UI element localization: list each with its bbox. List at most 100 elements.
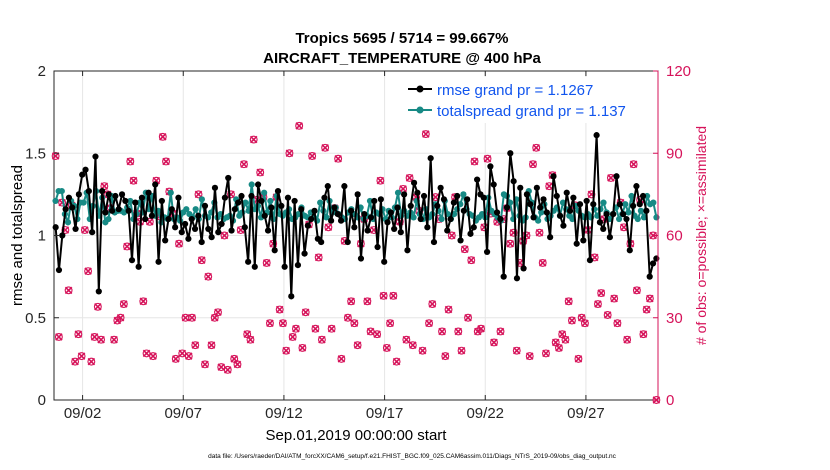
rmse-point: [467, 230, 474, 237]
obs-assimilated-point: [428, 300, 437, 308]
obs-possible-point: [298, 343, 307, 352]
rmse-point: [334, 211, 341, 218]
obs-possible-point: [376, 176, 385, 185]
obs-possible-point: [93, 302, 102, 311]
obs-possible-point: [477, 324, 485, 333]
rmse-point: [231, 206, 238, 213]
obs-assimilated-point: [532, 144, 540, 152]
rmse-point: [221, 194, 229, 201]
obs-possible-point: [405, 173, 414, 182]
rmse-point: [324, 183, 331, 190]
obs-possible-point: [265, 319, 274, 328]
obs-possible-point: [282, 346, 291, 355]
rmse-point: [99, 187, 106, 195]
obs-assimilated-point: [285, 149, 294, 158]
rmse-point: [410, 179, 418, 186]
rmse-point: [357, 255, 365, 262]
obs-assimilated-point: [483, 154, 492, 163]
rmse-point: [543, 209, 550, 216]
obs-possible-point: [129, 176, 138, 185]
rmse-point: [566, 207, 574, 214]
obs-possible-point: [317, 335, 326, 344]
y-right-tick-label: 0: [666, 392, 674, 409]
rmse-point: [520, 265, 527, 272]
rmse-point: [437, 184, 444, 191]
obs-assimilated-point: [363, 297, 372, 306]
x-tick-label: 09/27: [567, 405, 605, 422]
obs-assimilated-point: [139, 297, 148, 306]
rmse-point: [354, 191, 361, 198]
rmse-point: [245, 258, 252, 265]
rmse-point: [52, 224, 59, 231]
rmse-point: [550, 173, 557, 180]
totalspread-point: [80, 199, 87, 206]
totalspread-point: [261, 189, 268, 196]
obs-possible-point: [392, 357, 401, 366]
rmse-point: [653, 255, 660, 262]
obs-possible-point: [220, 231, 229, 240]
totalspread-point: [242, 199, 249, 206]
totalspread-point: [105, 215, 112, 223]
obs-assimilated-point: [71, 357, 79, 366]
x-tick-label: 09/07: [164, 405, 202, 422]
obs-assimilated-point: [256, 168, 264, 177]
rmse-point: [208, 234, 215, 241]
rmse-point: [331, 204, 338, 211]
obs-assimilated-point: [529, 160, 537, 168]
rmse-point: [510, 178, 517, 185]
obs-possible-point: [639, 330, 648, 339]
obs-possible-point: [629, 160, 638, 169]
rmse-point: [420, 192, 428, 200]
obs-possible-point: [353, 341, 362, 350]
obs-possible-point: [240, 160, 248, 169]
totalspread-point: [192, 206, 199, 213]
obs-possible-point: [444, 305, 453, 314]
obs-assimilated-point: [64, 286, 73, 295]
totalspread-point: [183, 206, 190, 213]
rmse-point: [108, 207, 116, 214]
rmse-point: [85, 187, 92, 195]
rmse-point: [188, 215, 195, 223]
rmse-point: [191, 225, 199, 233]
rmse-point: [268, 204, 275, 211]
rmse-point: [503, 204, 511, 211]
rmse-point: [613, 173, 620, 180]
obs-possible-point: [613, 319, 622, 328]
y-tick-label: 0: [38, 392, 46, 409]
rmse-point: [533, 184, 540, 191]
obs-possible-point: [470, 157, 479, 166]
obs-assimilated-point: [298, 344, 307, 352]
rmse-point: [507, 150, 514, 157]
rmse-point: [298, 206, 305, 213]
obs-assimilated-point: [175, 239, 183, 248]
obs-possible-point: [645, 294, 654, 303]
obs-possible-point: [525, 352, 534, 361]
obs-assimilated-point: [292, 324, 300, 333]
obs-possible-point: [119, 300, 128, 308]
x-tick-label: 09/02: [64, 405, 102, 422]
totalspread-point: [64, 219, 72, 226]
obs-assimilated-point: [197, 256, 206, 264]
rmse-point: [367, 214, 375, 221]
obs-assimilated-point: [399, 185, 407, 193]
rmse-point: [118, 191, 126, 198]
obs-possible-point: [61, 226, 70, 234]
obs-assimilated-point: [149, 352, 157, 360]
obs-assimilated-point: [629, 160, 638, 168]
rmse-point: [205, 225, 212, 233]
obs-assimilated-point: [223, 366, 232, 374]
totalspread-point: [535, 217, 542, 224]
obs-assimilated-point: [597, 289, 605, 297]
obs-possible-point: [74, 330, 83, 339]
obs-possible-point: [308, 152, 317, 160]
rmse-point: [198, 238, 205, 246]
rmse-point: [517, 184, 524, 191]
rmse-point: [560, 222, 567, 229]
rmse-point: [570, 194, 577, 201]
rmse-point: [158, 197, 165, 205]
obs-assimilated-point: [344, 313, 352, 322]
obs-assimilated-point: [402, 335, 411, 344]
obs-assimilated-point: [288, 333, 297, 341]
obs-possible-point: [246, 335, 255, 344]
rmse-point: [138, 194, 146, 201]
